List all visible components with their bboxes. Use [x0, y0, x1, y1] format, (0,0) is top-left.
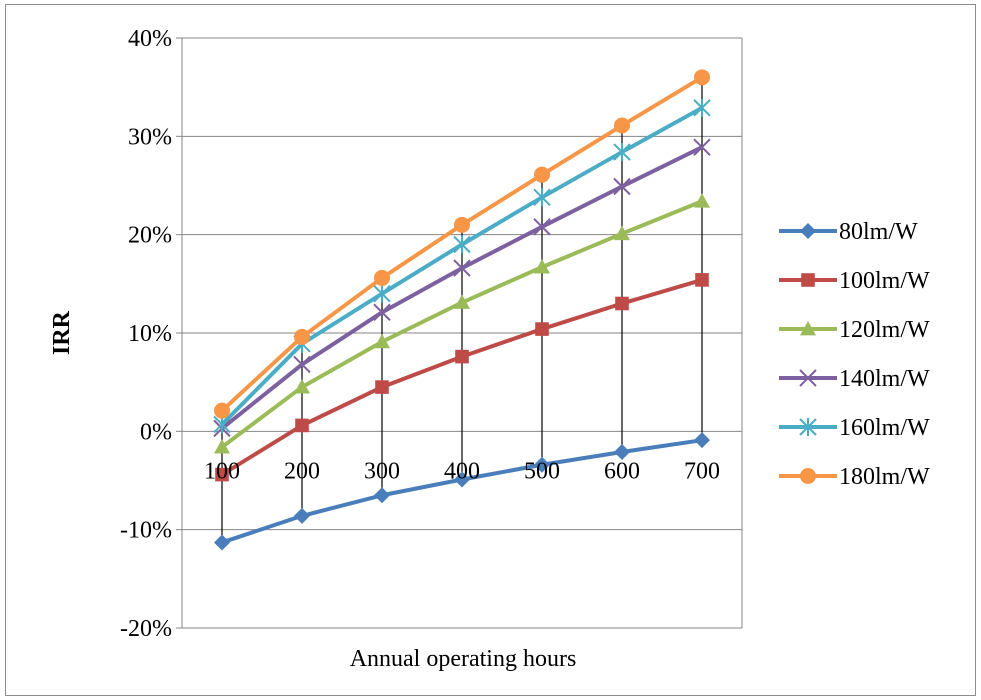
y-tick-label: 10% [128, 321, 172, 347]
data-point [614, 443, 630, 460]
legend-swatch-marker [799, 369, 817, 387]
x-tick-label: 300 [364, 458, 400, 484]
y-tick-label: -20% [120, 616, 172, 642]
legend-item: 160lm/W [779, 415, 930, 441]
y-tick-label: 0% [140, 419, 172, 445]
data-point [534, 259, 550, 274]
data-point [374, 487, 390, 504]
data-point [373, 284, 391, 303]
legend-label: 180lm/W [839, 464, 930, 490]
data-point [375, 380, 389, 394]
legend-swatch-marker [800, 468, 816, 484]
x-tick-label: 700 [684, 458, 720, 484]
x-tick-label: 200 [284, 458, 320, 484]
legend: 80lm/W 100lm/W 120lm/W 140lm/W 160lm/W 180lm/… [779, 219, 930, 490]
series-80lm-per-W [214, 432, 710, 551]
data-point [693, 138, 711, 156]
series-180lm-per-W [214, 69, 710, 419]
x-tick-label: 600 [604, 458, 640, 484]
data-point [535, 322, 549, 336]
data-point [694, 193, 710, 208]
data-point [533, 188, 551, 207]
legend-label: 80lm/W [839, 219, 918, 245]
data-point [694, 69, 710, 86]
series-100lm-per-W [215, 273, 709, 482]
data-point [455, 349, 469, 364]
data-point [214, 534, 230, 551]
data-point [374, 269, 390, 286]
legend-label: 160lm/W [839, 415, 930, 441]
y-tick-label: -10% [120, 518, 172, 544]
data-point [293, 355, 311, 374]
legend-label: 100lm/W [839, 268, 930, 294]
data-point [454, 471, 470, 488]
data-point [453, 259, 471, 277]
legend-item: 80lm/W [779, 219, 918, 245]
data-point [374, 333, 390, 349]
y-tick-label: 40% [128, 26, 172, 52]
data-point [615, 296, 629, 311]
legend-swatch-marker [799, 418, 817, 436]
x-tick-labels: 100 200 300 400 500 600 700 [204, 458, 720, 484]
data-point [214, 402, 230, 419]
data-point [693, 98, 711, 117]
legend-swatch-marker [800, 321, 816, 336]
data-point [453, 235, 471, 254]
data-point [215, 467, 229, 482]
legend-label: 120lm/W [839, 317, 930, 343]
x-tick-label: 500 [524, 458, 560, 484]
data-point [533, 218, 551, 236]
y-tick-labels: 40% 30% 20% 10% 0% -10% -20% [120, 26, 172, 642]
data-point [294, 379, 310, 394]
legend-item: 100lm/W [779, 268, 930, 294]
y-tick-label: 20% [128, 223, 172, 249]
data-point [613, 177, 631, 196]
data-point [695, 273, 709, 287]
y-tick-label: 30% [128, 124, 172, 150]
data-point [373, 303, 391, 322]
series-layer [213, 69, 711, 551]
legend-swatch-marker [801, 273, 815, 287]
legend-swatch-marker [800, 223, 816, 239]
data-point [613, 143, 631, 162]
series-120lm-per-W [214, 193, 710, 454]
data-point [294, 328, 310, 345]
legend-item: 180lm/W [779, 464, 930, 490]
data-point [214, 439, 230, 454]
data-point [534, 456, 550, 473]
data-point [295, 418, 309, 433]
y-axis-title: IRR [49, 310, 75, 355]
legend-item: 140lm/W [779, 366, 930, 392]
data-point [454, 294, 470, 309]
data-point [534, 166, 550, 183]
data-point [294, 507, 310, 524]
data-point [614, 225, 630, 241]
data-point [614, 117, 630, 134]
data-point [454, 216, 470, 233]
x-tick-label: 100 [204, 458, 240, 484]
x-tick-label: 400 [444, 458, 480, 484]
chart-frame [5, 4, 976, 696]
legend-label: 140lm/W [839, 366, 930, 392]
legend-item: 120lm/W [779, 317, 930, 343]
gridlines [176, 37, 742, 629]
x-axis-title: Annual operating hours [350, 646, 577, 672]
data-point [694, 432, 710, 449]
series-140lm-per-W [213, 138, 711, 438]
